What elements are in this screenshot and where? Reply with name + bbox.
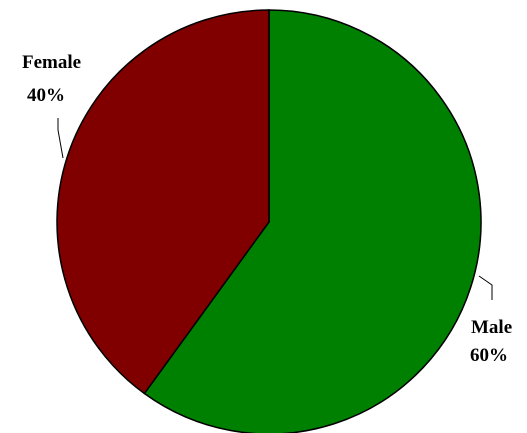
- pie-slices: [56, 9, 482, 433]
- label-male-name: Male: [471, 317, 512, 338]
- label-female-value: 40%: [27, 85, 65, 106]
- data-labels: Male 60% Female 40%: [22, 52, 512, 366]
- pie-slice-female: [56, 9, 270, 395]
- label-male-value: 60%: [470, 345, 508, 366]
- leader-line-female: [57, 118, 64, 159]
- leader-lines: [57, 118, 493, 300]
- leader-line-male: [478, 275, 493, 300]
- pie-slice-male: [143, 9, 482, 433]
- label-female-name: Female: [22, 52, 81, 73]
